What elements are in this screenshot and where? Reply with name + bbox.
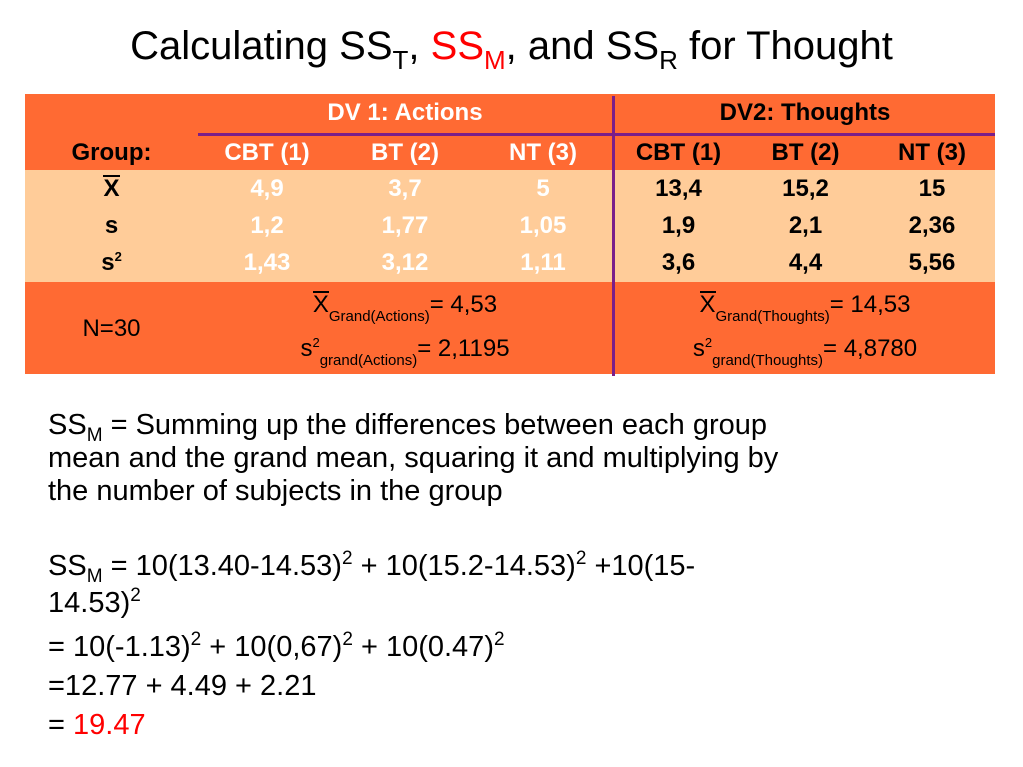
calc-line-5: = 19.47: [48, 709, 146, 741]
grand-variance-thoughts: s2grand(Thoughts)= 4,8780: [692, 335, 918, 369]
table-cell: 1,77: [381, 212, 429, 239]
table-cell: 3,7: [388, 175, 422, 202]
stats-table: DV 1: Actions DV2: Thoughts Group: CBT (…: [25, 94, 995, 376]
group-header: NT (3): [509, 139, 577, 166]
stats-band: [25, 170, 995, 282]
group-header: BT (2): [771, 139, 840, 166]
definition-line-3: the number of subjects in the group: [48, 475, 503, 507]
group-header: CBT (1): [224, 139, 310, 166]
header-band: [25, 94, 995, 170]
table-cell: 1,05: [519, 212, 567, 239]
table-cell: 5: [536, 175, 550, 202]
grand-band: [25, 282, 995, 374]
grand-mean-thoughts: XGrand(Thoughts)= 14,53: [699, 291, 911, 325]
calc-line-1: SSM = 10(13.40-14.53)2 + 10(15.2-14.53)2…: [48, 548, 696, 587]
calc-line-4: =12.77 + 4.49 + 2.21: [48, 670, 317, 702]
table-cell: 2,36: [908, 212, 956, 239]
dv-divider: [612, 96, 615, 376]
table-cell: 3,6: [661, 249, 696, 276]
table-cell: 2,1: [788, 212, 823, 239]
table-cell: 1,2: [250, 212, 284, 239]
row-label-variance: s2: [101, 249, 122, 276]
grand-variance-actions: s2grand(Actions)= 2,1195: [300, 335, 510, 369]
calc-line-2: 14.53)2: [48, 585, 141, 619]
definition-line-1: SSM = Summing up the differences between…: [48, 409, 767, 446]
row-label-mean: X: [103, 175, 120, 202]
table-cell: 5,56: [908, 249, 956, 276]
n-label: N=30: [82, 315, 141, 342]
definition-line-2: mean and the grand mean, squaring it and…: [48, 442, 779, 474]
table-cell: 1,11: [520, 249, 566, 276]
table-cell: 13,4: [655, 175, 702, 202]
group-header: CBT (1): [635, 139, 722, 166]
table-cell: 3,12: [381, 249, 429, 276]
table-cell: 4,4: [788, 249, 823, 276]
group-header: NT (3): [898, 139, 966, 166]
group-header: BT (2): [371, 139, 439, 166]
table-cell: 4,9: [250, 175, 284, 202]
header-divider: [198, 133, 995, 136]
calc-line-3: = 10(-1.13)2 + 10(0,67)2 + 10(0.47)2: [48, 629, 505, 663]
group-label: Group:: [71, 139, 152, 166]
slide-title: Calculating SST, SSM, and SSR for Though…: [130, 24, 893, 75]
dv2-header: DV2: Thoughts: [719, 99, 891, 126]
row-label-sd: s: [104, 212, 119, 239]
calc-result: 19.47: [73, 709, 146, 741]
table-cell: 1,9: [661, 212, 696, 239]
table-cell: 15,2: [782, 175, 829, 202]
table-cell: 1,43: [243, 249, 291, 276]
grand-mean-actions: XGrand(Actions)= 4,53: [312, 291, 498, 325]
dv1-header: DV 1: Actions: [327, 99, 483, 126]
table-cell: 15: [918, 175, 946, 202]
